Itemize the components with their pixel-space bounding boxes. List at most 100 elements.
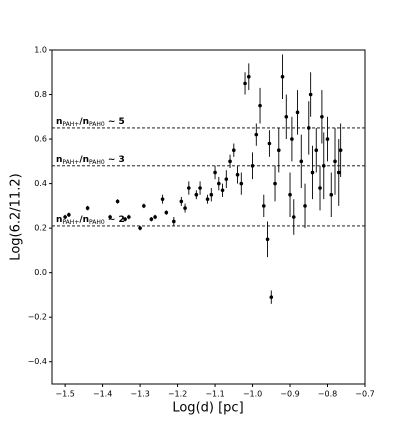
- data-point: [318, 165, 322, 211]
- data-point: [164, 210, 169, 215]
- data-point: [63, 214, 67, 220]
- x-tick-label: −1.4: [93, 390, 112, 399]
- annotation-text: /n: [79, 116, 89, 126]
- marker: [325, 137, 330, 141]
- data-point: [314, 127, 319, 173]
- annotation-text: n: [56, 154, 62, 164]
- marker: [269, 295, 274, 299]
- annotation-subscript: PAH0: [89, 218, 105, 225]
- annotation-subscript: PAH+: [62, 158, 79, 165]
- data-point: [183, 203, 187, 213]
- marker: [308, 92, 313, 97]
- marker: [336, 170, 341, 175]
- data-point: [142, 203, 146, 209]
- marker: [320, 115, 324, 119]
- marker: [276, 148, 281, 152]
- marker: [164, 210, 169, 215]
- data-point: [321, 132, 326, 200]
- marker: [306, 126, 311, 130]
- data-point: [213, 165, 217, 180]
- marker: [267, 141, 272, 146]
- marker: [265, 237, 270, 242]
- data-point: [239, 172, 244, 195]
- data-point: [194, 190, 199, 200]
- marker: [153, 215, 157, 219]
- x-tick-label: −1.2: [168, 390, 187, 399]
- annotation-text: n: [56, 214, 62, 224]
- annotation-text: n: [56, 116, 62, 126]
- marker: [295, 110, 300, 115]
- marker: [258, 103, 262, 108]
- data-point: [217, 176, 221, 191]
- x-tick-label: −0.8: [318, 390, 337, 399]
- data-point: [306, 101, 311, 155]
- data-point: [235, 165, 240, 184]
- marker: [115, 199, 120, 204]
- data-point: [172, 217, 176, 226]
- data-point: [333, 127, 337, 195]
- data-point: [280, 54, 285, 99]
- data-point: [291, 199, 296, 235]
- marker: [303, 204, 307, 208]
- y-tick-label: 0.4: [34, 179, 47, 188]
- plot-frame: [51, 49, 366, 385]
- data-point: [246, 63, 251, 91]
- data-point: [228, 154, 232, 169]
- marker: [261, 204, 266, 208]
- data-point: [198, 181, 202, 195]
- marker: [310, 170, 315, 175]
- x-tick-label: −1.3: [130, 390, 149, 399]
- marker: [149, 217, 154, 222]
- data-point: [220, 183, 225, 197]
- data-point: [179, 196, 184, 206]
- data-point: [115, 199, 120, 204]
- data-point: [329, 172, 334, 217]
- x-tick-label: −1.5: [55, 390, 74, 399]
- data-point: [232, 143, 236, 157]
- marker: [232, 148, 236, 152]
- annotation-text: ~ 2: [105, 214, 125, 224]
- data-point: [187, 181, 191, 195]
- y-tick-label: −0.4: [28, 357, 47, 366]
- data-point: [85, 205, 90, 211]
- data-point: [338, 123, 343, 177]
- data-point: [273, 165, 277, 202]
- marker: [290, 137, 294, 141]
- annotation-text: ~ 5: [105, 116, 125, 126]
- marker: [280, 74, 285, 79]
- marker: [209, 192, 214, 197]
- data-point: [261, 194, 266, 217]
- y-tick-label: 0.2: [34, 224, 47, 233]
- marker: [329, 192, 334, 197]
- marker: [138, 226, 142, 230]
- annotation-text: /n: [79, 154, 89, 164]
- marker: [187, 186, 191, 190]
- marker: [239, 181, 244, 186]
- marker: [194, 192, 199, 197]
- marker: [228, 159, 232, 164]
- marker: [217, 181, 221, 186]
- annotation-subscript: PAH0: [89, 158, 105, 165]
- marker: [63, 215, 67, 219]
- marker: [160, 197, 165, 201]
- data-point: [320, 90, 324, 144]
- data-point: [265, 221, 270, 258]
- marker: [142, 204, 146, 208]
- annotation-subscript: PAH0: [89, 120, 105, 127]
- data-point: [267, 130, 272, 157]
- marker: [235, 172, 240, 177]
- x-tick-label: −0.9: [280, 390, 299, 399]
- data-point: [153, 214, 157, 220]
- data-point: [243, 72, 247, 95]
- annotation: nPAH+/nPAH0 ~ 2: [56, 214, 125, 225]
- data-point: [288, 172, 292, 217]
- marker: [108, 215, 112, 219]
- annotation-subscript: PAH+: [62, 120, 79, 127]
- data-point: [123, 217, 127, 222]
- marker: [183, 206, 187, 210]
- data-point: [325, 116, 330, 162]
- data-point: [149, 217, 154, 222]
- data-point: [127, 214, 131, 220]
- marker: [318, 186, 322, 190]
